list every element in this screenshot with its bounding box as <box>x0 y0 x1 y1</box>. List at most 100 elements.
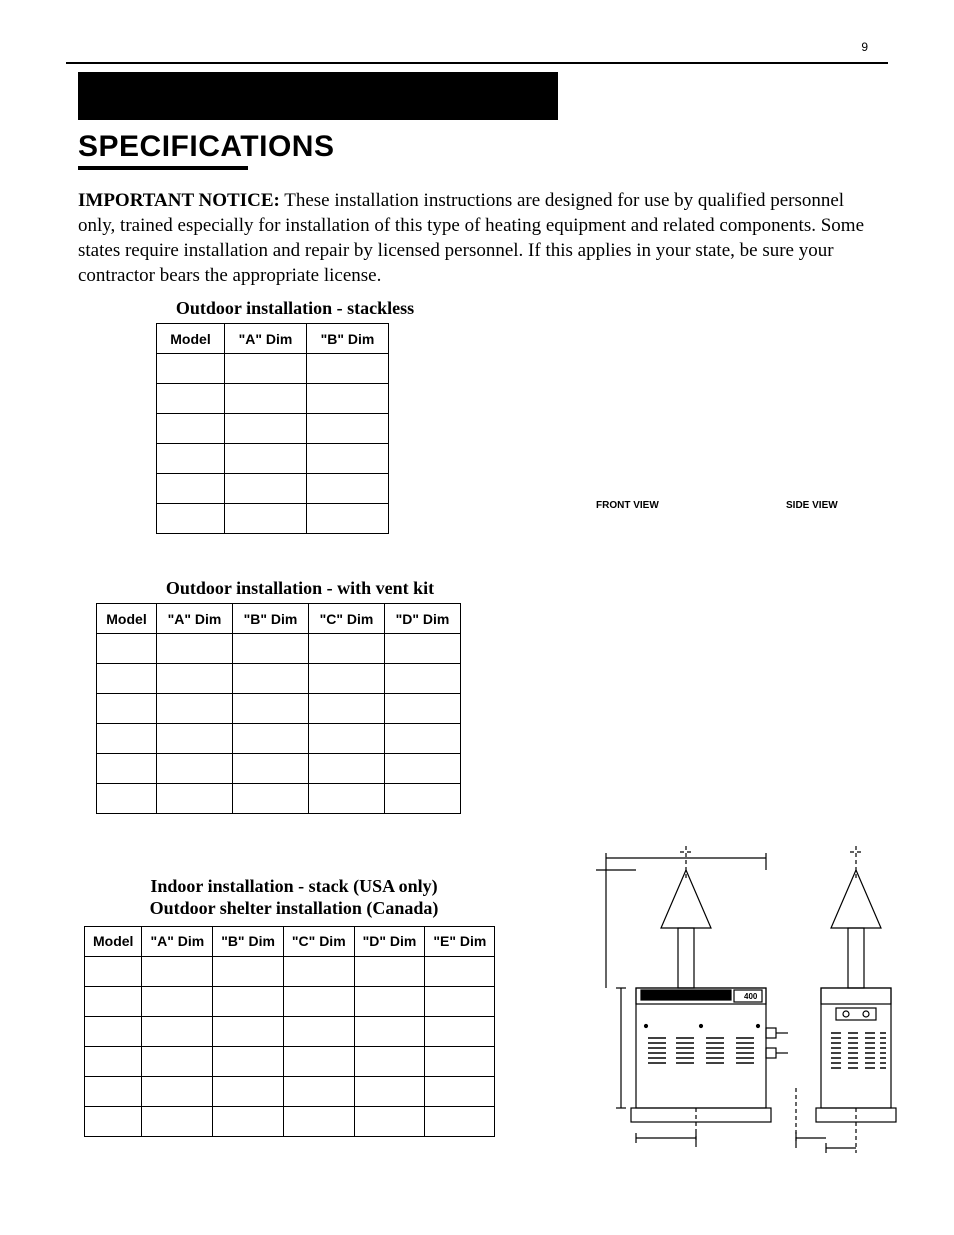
table-cell <box>385 724 461 754</box>
table-cell <box>157 384 225 414</box>
table3-h1: "A" Dim <box>142 926 213 956</box>
table-cell <box>142 986 213 1016</box>
table2-h3: "C" Dim <box>309 604 385 634</box>
table3: Model "A" Dim "B" Dim "C" Dim "D" Dim "E… <box>84 926 495 1137</box>
table-cell <box>354 1046 425 1076</box>
table-cell <box>213 1046 284 1076</box>
table-cell <box>97 724 157 754</box>
table-cell <box>307 474 389 504</box>
page: 9 SPECIFICATIONS IMPORTANT NOTICE: These… <box>0 0 954 1235</box>
table3-header-row: Model "A" Dim "B" Dim "C" Dim "D" Dim "E… <box>85 926 495 956</box>
table-cell <box>307 384 389 414</box>
table-cell <box>225 504 307 534</box>
table-cell <box>385 694 461 724</box>
table3-body <box>85 956 495 1136</box>
table-cell <box>213 1106 284 1136</box>
table-cell <box>385 784 461 814</box>
table-cell <box>97 754 157 784</box>
table-row <box>157 384 389 414</box>
table-cell <box>225 444 307 474</box>
table-cell <box>85 1016 142 1046</box>
table-cell <box>354 986 425 1016</box>
table-cell <box>283 956 354 986</box>
table2-block: Outdoor installation - with vent kit Mod… <box>96 578 504 814</box>
table1-block: Outdoor installation - stackless Model "… <box>156 298 434 534</box>
table-cell <box>85 956 142 986</box>
diagram-unit-label: 400 <box>744 992 758 1001</box>
table-row <box>85 1046 495 1076</box>
page-number: 9 <box>861 40 868 54</box>
table-cell <box>354 1106 425 1136</box>
table-cell <box>157 634 233 664</box>
table2-h4: "D" Dim <box>385 604 461 634</box>
table-cell <box>283 1106 354 1136</box>
table-cell <box>97 784 157 814</box>
section-black-bar <box>78 72 558 120</box>
table-cell <box>425 956 495 986</box>
table-cell <box>283 1046 354 1076</box>
table-row <box>85 1106 495 1136</box>
table-cell <box>309 694 385 724</box>
table1-h2: "B" Dim <box>307 324 389 354</box>
table-cell <box>385 664 461 694</box>
table1-header-row: Model "A" Dim "B" Dim <box>157 324 389 354</box>
table-cell <box>385 634 461 664</box>
table1-h0: Model <box>157 324 225 354</box>
table-cell <box>309 664 385 694</box>
table-cell <box>157 414 225 444</box>
side-view-label: SIDE VIEW <box>786 500 838 511</box>
table-cell <box>307 414 389 444</box>
table-cell <box>354 1076 425 1106</box>
title-underline <box>78 166 248 170</box>
table2-body <box>97 634 461 814</box>
table3-block: Indoor installation - stack (USA only) O… <box>84 876 504 1136</box>
table-cell <box>425 1046 495 1076</box>
table-cell <box>385 754 461 784</box>
table-cell <box>307 444 389 474</box>
table-cell <box>225 414 307 444</box>
table-cell <box>309 784 385 814</box>
table-cell <box>233 694 309 724</box>
table-row <box>85 1016 495 1046</box>
table-cell <box>85 1076 142 1106</box>
table-cell <box>309 634 385 664</box>
table-cell <box>283 986 354 1016</box>
table-row <box>97 634 461 664</box>
table-cell <box>425 1016 495 1046</box>
table-cell <box>354 1016 425 1046</box>
table3-caption-line1: Indoor installation - stack (USA only) <box>150 876 437 896</box>
table-cell <box>142 1016 213 1046</box>
table-cell <box>309 724 385 754</box>
table-cell <box>307 354 389 384</box>
table-cell <box>213 1076 284 1106</box>
table2-header-row: Model "A" Dim "B" Dim "C" Dim "D" Dim <box>97 604 461 634</box>
table-cell <box>157 444 225 474</box>
table-cell <box>157 474 225 504</box>
table-cell <box>85 1046 142 1076</box>
important-notice: IMPORTANT NOTICE: These installation ins… <box>66 188 888 288</box>
table-cell <box>225 474 307 504</box>
table-cell <box>283 1076 354 1106</box>
notice-bold: IMPORTANT NOTICE: <box>78 190 280 211</box>
table-row <box>97 754 461 784</box>
table-cell <box>157 724 233 754</box>
table3-h4: "D" Dim <box>354 926 425 956</box>
table-row <box>97 784 461 814</box>
table-cell <box>157 754 233 784</box>
table-cell <box>157 354 225 384</box>
table2-caption: Outdoor installation - with vent kit <box>96 578 504 599</box>
table3-caption: Indoor installation - stack (USA only) O… <box>84 876 504 919</box>
table-cell <box>283 1016 354 1046</box>
table-cell <box>85 986 142 1016</box>
table-row <box>97 664 461 694</box>
table1-body <box>157 354 389 534</box>
table-cell <box>142 1076 213 1106</box>
table-cell <box>425 1076 495 1106</box>
specifications-title: SPECIFICATIONS <box>78 130 888 164</box>
table-row <box>157 474 389 504</box>
table-cell <box>233 664 309 694</box>
table1-h1: "A" Dim <box>225 324 307 354</box>
table1-caption: Outdoor installation - stackless <box>156 298 434 319</box>
table-row <box>97 724 461 754</box>
table2-h0: Model <box>97 604 157 634</box>
